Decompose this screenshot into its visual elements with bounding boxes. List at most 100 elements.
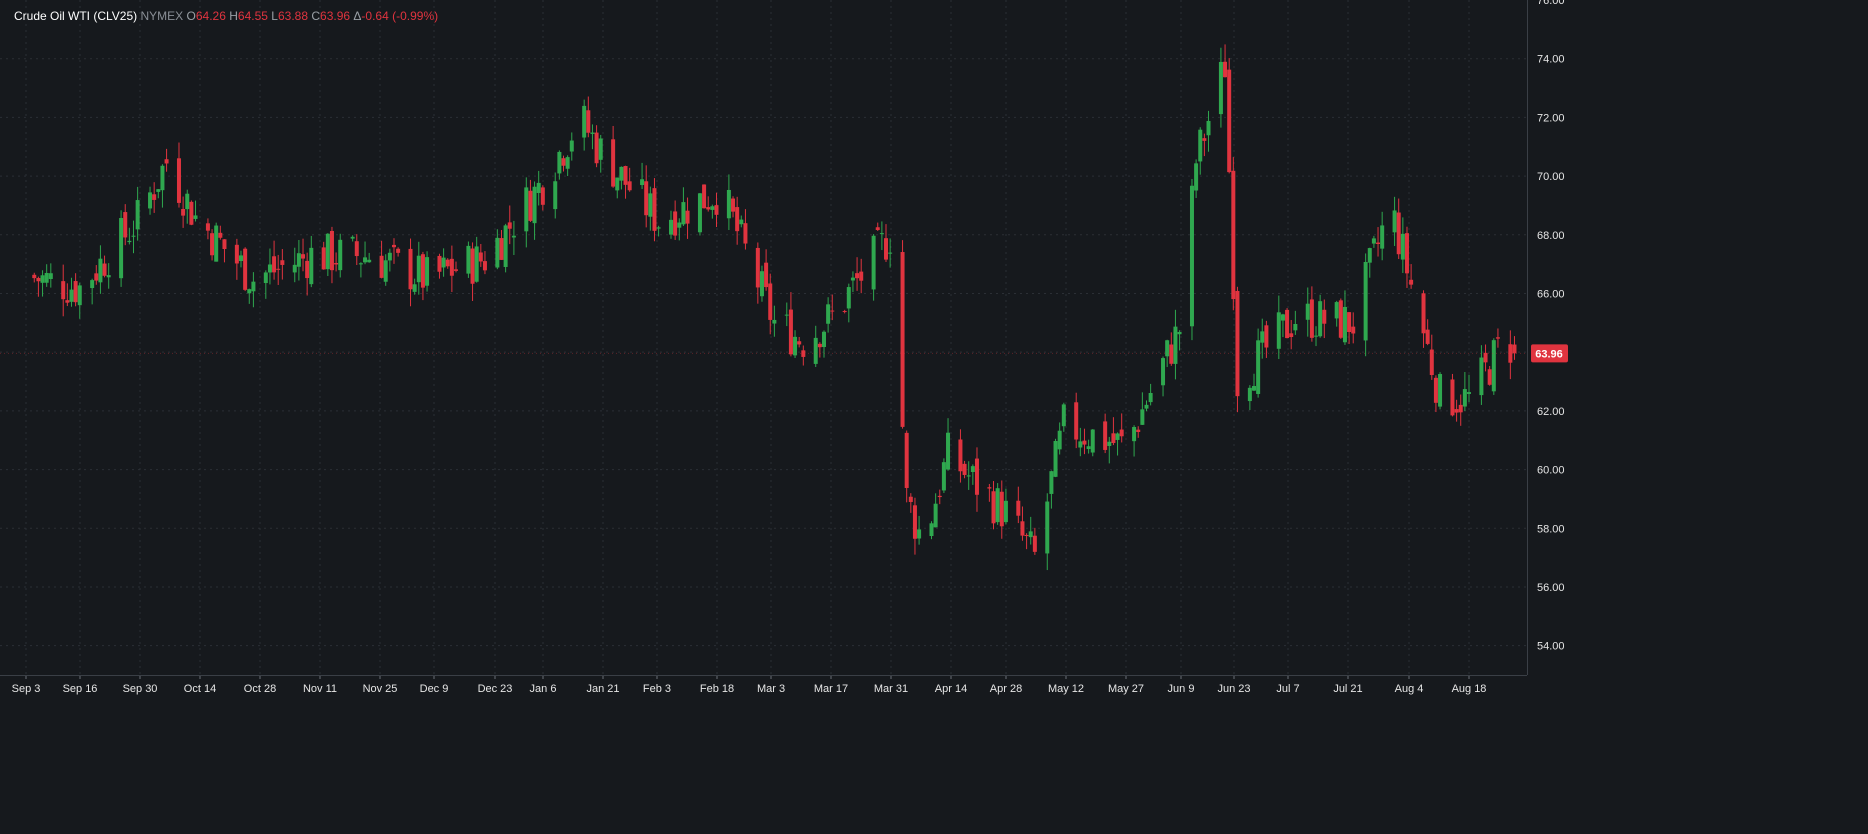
candle[interactable] (441, 248, 446, 277)
candle[interactable] (296, 239, 301, 281)
candle[interactable] (1231, 157, 1236, 311)
candle[interactable] (1314, 326, 1319, 347)
candle[interactable] (817, 342, 822, 358)
candle[interactable] (855, 257, 860, 291)
candle[interactable] (511, 220, 516, 255)
candle[interactable] (127, 227, 132, 245)
candle[interactable] (598, 134, 603, 173)
candle[interactable] (131, 220, 136, 254)
candle[interactable] (714, 192, 719, 228)
candle[interactable] (1351, 312, 1356, 344)
candle[interactable] (1429, 334, 1434, 380)
candle[interactable] (48, 263, 53, 288)
candle[interactable] (1371, 235, 1376, 248)
candle[interactable] (759, 265, 764, 302)
candle[interactable] (1285, 308, 1290, 339)
candle[interactable] (222, 239, 227, 263)
candle[interactable] (243, 247, 248, 292)
candle[interactable] (44, 264, 49, 287)
candle[interactable] (582, 99, 587, 151)
candle[interactable] (1206, 110, 1211, 152)
candle[interactable] (90, 278, 95, 305)
candle[interactable] (181, 196, 186, 228)
candle[interactable] (1107, 436, 1112, 464)
candle[interactable] (40, 270, 45, 297)
candle[interactable] (102, 255, 107, 278)
candle[interactable] (437, 253, 442, 279)
candle[interactable] (272, 240, 277, 280)
candle[interactable] (1367, 247, 1372, 278)
candle[interactable] (652, 178, 657, 242)
candle[interactable] (321, 241, 326, 270)
candle[interactable] (65, 283, 70, 307)
candle[interactable] (164, 148, 169, 172)
candle[interactable] (826, 297, 831, 333)
candle[interactable] (135, 186, 140, 241)
candle[interactable] (1049, 470, 1054, 509)
candles[interactable] (32, 44, 1517, 571)
candle[interactable] (1322, 299, 1327, 339)
candle[interactable] (1227, 58, 1232, 174)
candle[interactable] (1218, 47, 1223, 128)
candle[interactable] (185, 189, 190, 224)
candle[interactable] (1425, 319, 1430, 346)
candle[interactable] (1111, 417, 1116, 446)
candle[interactable] (412, 278, 417, 295)
candle[interactable] (391, 238, 396, 264)
candle[interactable] (334, 252, 339, 272)
candle[interactable] (470, 242, 475, 301)
candle[interactable] (495, 229, 500, 270)
candle[interactable] (830, 294, 835, 321)
candle[interactable] (267, 248, 272, 285)
candle[interactable] (1132, 425, 1137, 457)
candle[interactable] (627, 167, 632, 192)
candle[interactable] (176, 142, 181, 208)
candle[interactable] (1454, 399, 1459, 422)
candle[interactable] (363, 241, 368, 265)
candle[interactable] (1467, 374, 1471, 403)
candle[interactable] (499, 230, 504, 260)
candle[interactable] (842, 309, 847, 314)
candle[interactable] (239, 250, 244, 268)
candle[interactable] (325, 233, 330, 277)
candle[interactable] (875, 222, 880, 232)
candle[interactable] (1392, 196, 1397, 247)
candle[interactable] (36, 276, 41, 297)
candle[interactable] (623, 165, 628, 199)
candle[interactable] (1202, 133, 1207, 157)
candlestick-chart[interactable]: 54.0056.0058.0060.0062.0064.0066.0068.00… (0, 0, 1568, 700)
candle[interactable] (1421, 290, 1426, 348)
candle[interactable] (532, 181, 537, 240)
candle[interactable] (507, 205, 512, 245)
candle[interactable] (879, 221, 884, 251)
candle[interactable] (871, 234, 876, 301)
candle[interactable] (669, 210, 674, 239)
candle[interactable] (1508, 330, 1513, 380)
candle[interactable] (292, 247, 297, 283)
candle[interactable] (445, 258, 450, 269)
candle[interactable] (1115, 432, 1120, 456)
candle[interactable] (565, 155, 570, 177)
candle[interactable] (1247, 385, 1252, 411)
candle[interactable] (1074, 392, 1079, 449)
candle[interactable] (263, 270, 268, 299)
candle[interactable] (710, 204, 715, 219)
candle[interactable] (478, 243, 483, 267)
candle[interactable] (937, 489, 942, 505)
candle[interactable] (1342, 290, 1347, 345)
candle[interactable] (367, 252, 372, 263)
candle[interactable] (1194, 159, 1199, 198)
candle[interactable] (73, 273, 78, 307)
candle[interactable] (524, 177, 529, 248)
candle[interactable] (94, 265, 99, 285)
candle[interactable] (387, 248, 392, 272)
candle[interactable] (739, 215, 744, 228)
candle[interactable] (908, 493, 913, 513)
candle[interactable] (540, 185, 545, 211)
candle[interactable] (859, 258, 864, 294)
candle[interactable] (32, 272, 37, 283)
candle[interactable] (755, 242, 760, 304)
candle[interactable] (1086, 439, 1091, 454)
candle[interactable] (61, 264, 66, 317)
candle[interactable] (933, 493, 938, 528)
